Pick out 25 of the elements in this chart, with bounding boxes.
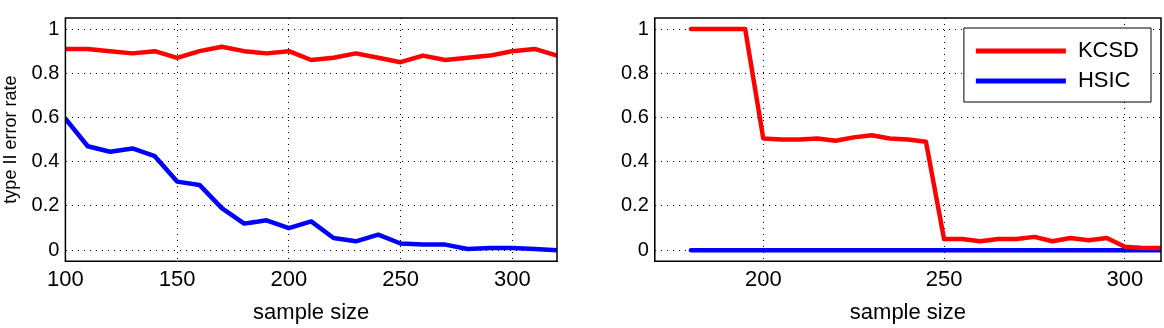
y-tick-label: 0.2 (31, 193, 60, 216)
x-axis-title: sample size (849, 298, 966, 324)
legend-label: KCSD (1077, 37, 1139, 63)
y-tick-label: 0.8 (31, 60, 60, 83)
y-tick-label: 0.8 (620, 60, 649, 83)
y-tick-label: 0.6 (620, 105, 649, 128)
x-axis-title: sample size (253, 298, 370, 324)
y-tick-label: 0 (48, 237, 60, 260)
y-tick-label: 0.4 (620, 149, 649, 172)
x-tick-label: 300 (1106, 266, 1144, 292)
x-tick-label: 200 (270, 266, 308, 292)
y-tick-label: 1 (48, 16, 60, 39)
x-tick-label: 200 (744, 266, 782, 292)
y-tick-label: 0.2 (620, 193, 649, 216)
y-tick-label: 0.6 (31, 105, 60, 128)
y-tick-label: 0.4 (31, 149, 60, 172)
x-tick-label: 300 (493, 266, 531, 292)
legend-label: HSIC (1077, 67, 1131, 93)
x-tick-label: 250 (925, 266, 963, 292)
y-axis-title: type II error rate (0, 75, 20, 204)
x-tick-label: 100 (47, 266, 84, 292)
x-tick-label: 250 (382, 266, 419, 292)
x-tick-label: 150 (158, 266, 196, 292)
y-tick-label: 0 (637, 237, 649, 260)
y-tick-label: 1 (637, 16, 649, 39)
